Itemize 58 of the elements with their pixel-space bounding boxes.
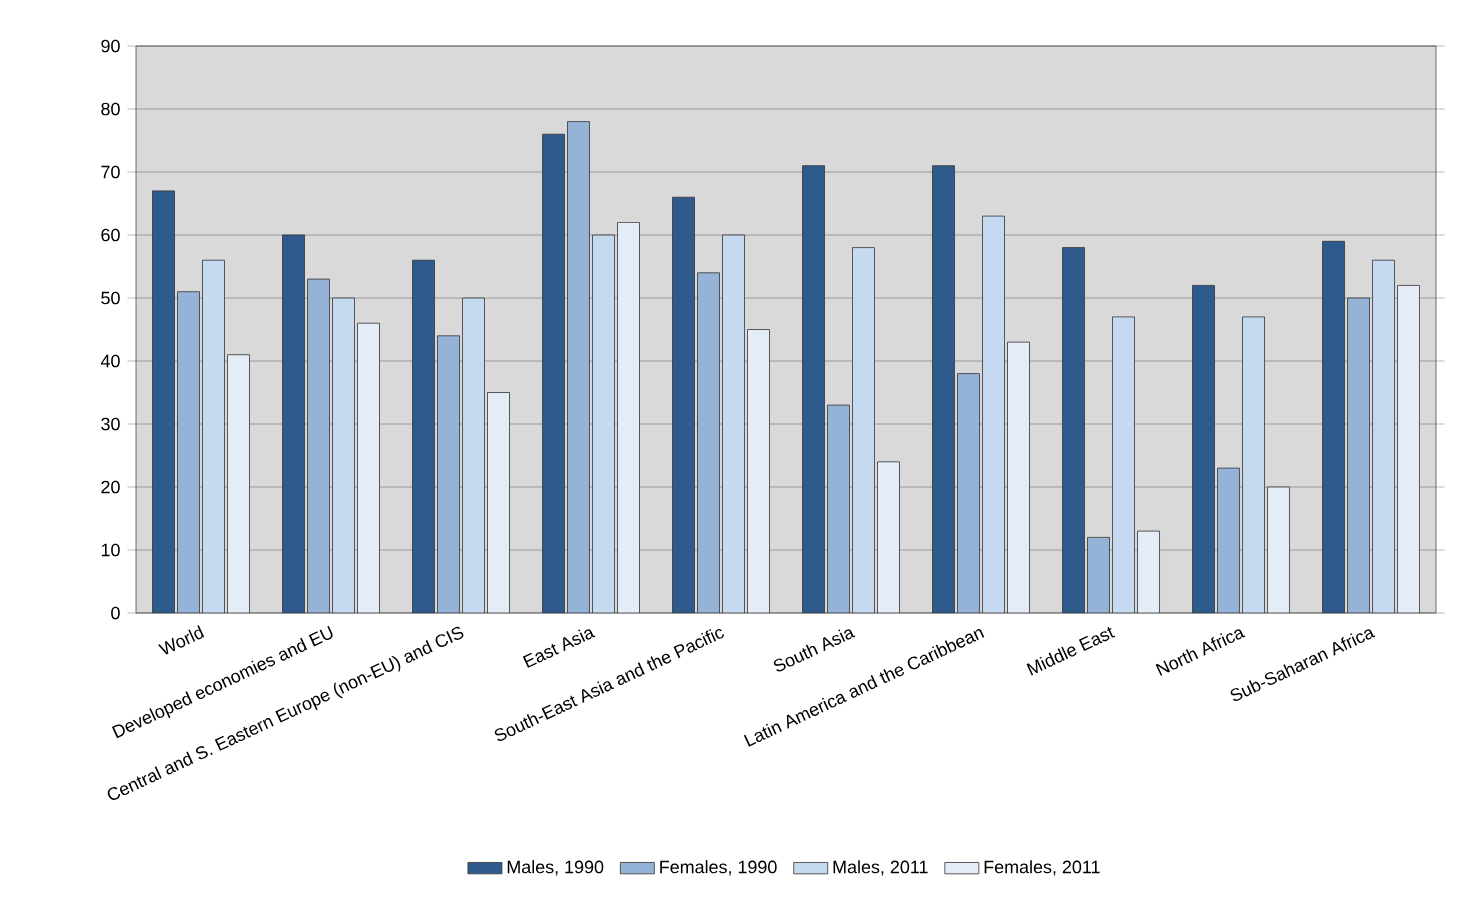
bar	[1347, 297, 1370, 613]
bar	[1322, 240, 1345, 613]
y-tick-label: 10	[101, 543, 120, 557]
bar	[487, 392, 510, 613]
bar	[982, 215, 1005, 613]
bar	[697, 272, 720, 613]
bar	[852, 247, 875, 613]
y-tick-label: 70	[101, 165, 120, 179]
bar	[1242, 316, 1265, 613]
bar	[437, 335, 460, 613]
bar	[1087, 537, 1110, 613]
x-tick-label: Middle East	[1026, 626, 1116, 676]
bar	[592, 234, 615, 613]
bar	[802, 165, 825, 613]
bar	[827, 404, 850, 613]
bar	[1397, 285, 1420, 613]
y-tick-label: 30	[101, 417, 120, 431]
y-tick-label: 80	[101, 102, 120, 116]
bar	[722, 234, 745, 613]
bar	[227, 354, 250, 613]
x-tick-label: World	[158, 625, 205, 655]
bar	[202, 259, 225, 613]
legend-label: Males, 1990	[507, 860, 604, 876]
bar	[1062, 247, 1085, 613]
bar	[957, 373, 980, 613]
bar	[307, 278, 330, 613]
legend-label: Females, 1990	[660, 860, 777, 876]
bar	[877, 461, 900, 613]
bar	[672, 196, 695, 613]
y-tick-label: 0	[111, 606, 120, 620]
bar	[282, 234, 305, 613]
bar	[412, 259, 435, 613]
bar	[932, 165, 955, 613]
legend-label: Females, 2011	[984, 860, 1100, 876]
bar	[747, 329, 770, 613]
x-tick-label: East Asia	[522, 629, 596, 668]
bar	[1217, 467, 1240, 613]
bar	[1267, 486, 1290, 613]
bar	[152, 190, 175, 613]
y-tick-label: 40	[100, 354, 120, 368]
bar	[177, 291, 200, 613]
y-tick-label: 90	[101, 39, 120, 53]
bar	[1137, 530, 1160, 613]
bar	[1112, 316, 1135, 613]
bar	[1372, 259, 1395, 613]
bar	[617, 222, 640, 613]
y-tick-label: 50	[101, 291, 120, 305]
bar	[462, 297, 485, 613]
bar	[1192, 285, 1215, 613]
bar	[567, 121, 590, 613]
bar	[357, 322, 380, 613]
x-tick-label: South Asia	[773, 629, 856, 672]
legend-label: Males, 2011	[833, 860, 928, 876]
y-tick-label: 20	[101, 480, 120, 494]
bar	[1007, 341, 1030, 613]
bar	[332, 297, 355, 613]
y-tick-label: 60	[101, 228, 120, 242]
bar	[542, 133, 565, 613]
